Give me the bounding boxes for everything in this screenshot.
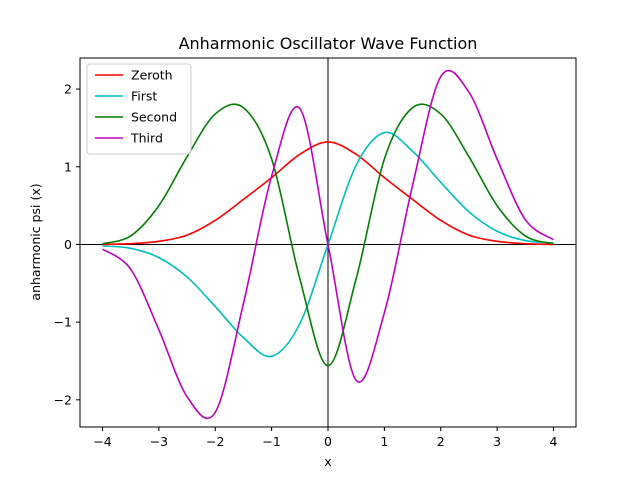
x-tick-label: −4 <box>93 434 111 449</box>
x-tick-label: 0 <box>324 434 332 449</box>
legend: Zeroth First Second Third <box>86 63 192 155</box>
legend-label-third: Third <box>130 131 163 146</box>
series-layer <box>102 69 554 420</box>
chart-title: Anharmonic Oscillator Wave Function <box>179 34 478 53</box>
x-tick-label: −3 <box>150 434 168 449</box>
legend-label-second: Second <box>131 110 177 125</box>
x-axis-label: x <box>324 454 331 469</box>
x-tick-label: −2 <box>206 434 224 449</box>
y-tick-label: −2 <box>54 392 72 407</box>
x-tick-label: 1 <box>380 434 388 449</box>
y-tick-label: 0 <box>64 237 72 252</box>
x-tick-label: 2 <box>437 434 445 449</box>
y-tick-label: 2 <box>64 82 72 97</box>
legend-label-zeroth: Zeroth <box>131 68 173 83</box>
series-line-zeroth <box>102 141 554 246</box>
legend-label-first: First <box>131 89 157 104</box>
y-tick-label: 1 <box>64 159 72 174</box>
y-axis-label: anharmonic psi (x) <box>28 183 43 300</box>
y-axis-ticks: −2 −1 0 1 2 <box>54 82 80 407</box>
legend-box <box>86 63 192 155</box>
y-tick-label: −1 <box>54 315 72 330</box>
x-tick-label: 4 <box>549 434 557 449</box>
series-line-second <box>102 103 554 367</box>
x-tick-label: 3 <box>493 434 501 449</box>
x-tick-label: −1 <box>262 434 280 449</box>
series-line-third <box>102 69 554 420</box>
x-axis-ticks: −4 −3 −2 −1 0 1 2 3 4 <box>93 427 557 449</box>
